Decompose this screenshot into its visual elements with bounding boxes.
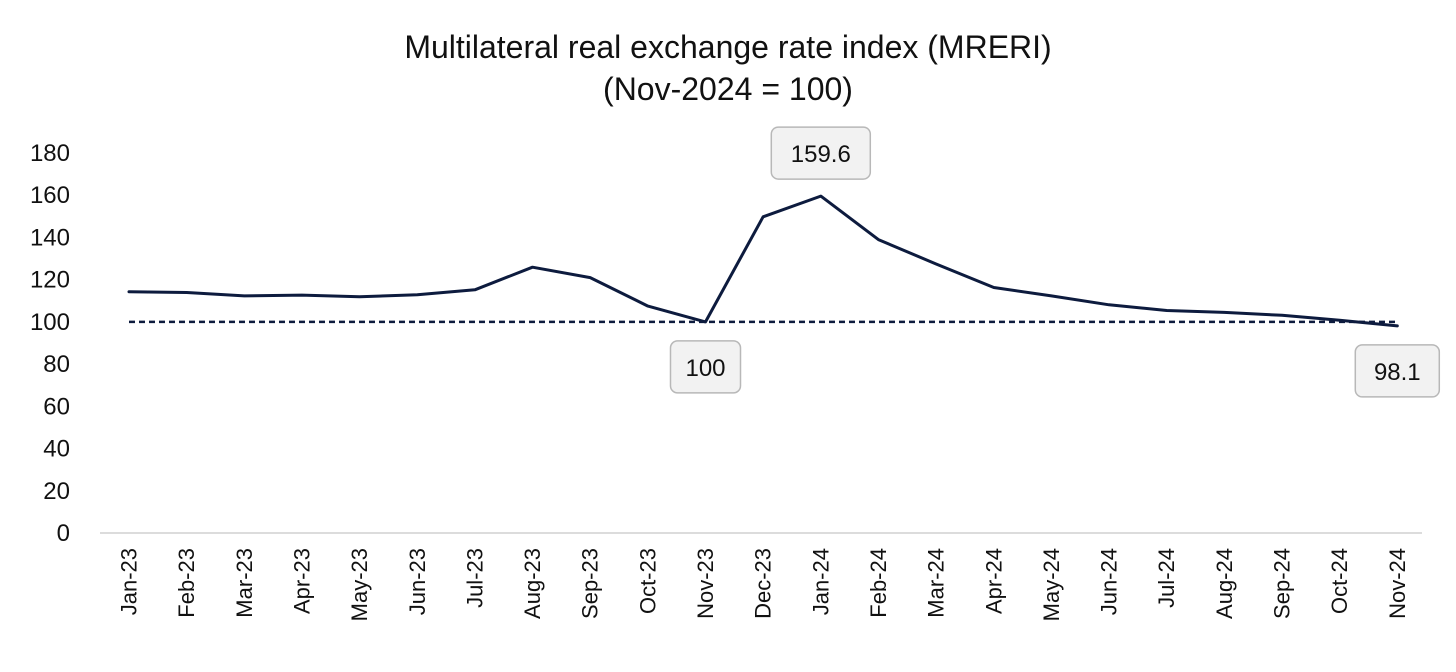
data-point	[1280, 313, 1284, 317]
x-tick-label: May-24	[1039, 548, 1064, 621]
x-tick-label: Jun-23	[405, 548, 430, 615]
x-tick-label: Feb-24	[866, 548, 891, 618]
y-tick-label: 80	[43, 351, 70, 378]
y-tick-label: 40	[43, 436, 70, 463]
x-tick-label: Oct-24	[1327, 548, 1352, 614]
y-tick-label: 60	[43, 393, 70, 420]
data-point	[761, 215, 765, 219]
y-axis-ticks: 0 20 40 60 80 100 120 140 160 180	[30, 140, 70, 547]
x-tick-label: Sep-23	[578, 548, 603, 619]
data-point	[1165, 308, 1169, 312]
y-tick-label: 120	[30, 267, 70, 294]
x-tick-label: Feb-23	[174, 548, 199, 618]
x-tick-label: Sep-24	[1270, 548, 1295, 619]
x-tick-label: Nov-24	[1385, 548, 1410, 619]
y-tick-label: 100	[30, 309, 70, 336]
data-label-box	[1354, 344, 1441, 398]
data-point	[588, 276, 592, 280]
data-label: 98.1	[1354, 344, 1441, 398]
data-point	[531, 265, 535, 269]
chart-subtitle: (Nov-2024 = 100)	[603, 71, 853, 107]
x-tick-label: Mar-24	[924, 548, 949, 618]
data-point	[358, 295, 362, 299]
data-point	[1395, 324, 1399, 328]
data-point	[934, 262, 938, 266]
x-tick-label: Mar-23	[232, 548, 257, 618]
data-point	[415, 293, 419, 297]
data-label-text: 100	[685, 355, 725, 382]
data-point	[1222, 310, 1226, 314]
data-point	[1107, 303, 1111, 307]
data-point	[1338, 318, 1342, 322]
data-label: 159.6	[770, 126, 872, 180]
data-point	[704, 320, 708, 324]
y-tick-label: 160	[30, 182, 70, 209]
data-label: 100	[669, 340, 742, 394]
x-tick-label: Jan-24	[808, 548, 833, 615]
y-tick-label: 0	[57, 520, 70, 547]
x-tick-label: Apr-23	[289, 548, 314, 614]
data-point	[300, 293, 304, 297]
series-line	[127, 194, 1399, 328]
data-point	[646, 304, 650, 308]
y-tick-label: 180	[30, 140, 70, 167]
data-label-box	[669, 340, 742, 394]
x-tick-label: Jul-23	[462, 548, 487, 608]
chart-title-block: Multilateral real exchange rate index (M…	[0, 26, 1456, 110]
x-tick-label: Aug-24	[1212, 548, 1237, 619]
x-tick-label: Aug-23	[520, 548, 545, 619]
data-point	[819, 194, 823, 198]
data-point	[473, 288, 477, 292]
chart-title: Multilateral real exchange rate index (M…	[404, 29, 1052, 65]
data-point	[876, 238, 880, 242]
x-tick-label: Jun-24	[1097, 548, 1122, 615]
y-tick-label: 140	[30, 224, 70, 251]
x-tick-label: Jan-23	[117, 548, 142, 615]
x-tick-label: Oct-23	[635, 548, 660, 614]
data-point	[242, 294, 246, 298]
x-tick-label: May-23	[347, 548, 372, 621]
data-point	[127, 290, 131, 294]
data-point	[1049, 294, 1053, 298]
data-labels: 159.6 100 98.1	[669, 126, 1441, 398]
data-points	[127, 194, 1399, 328]
data-point	[992, 285, 996, 289]
x-axis-ticks: Jan-23 Feb-23 Mar-23 Apr-23 May-23 Jun-23 Jul-…	[117, 548, 1410, 621]
data-label-text: 159.6	[791, 141, 851, 168]
y-tick-label: 20	[43, 478, 70, 505]
data-label-box	[770, 126, 872, 180]
data-point	[185, 291, 189, 295]
x-tick-label: Nov-23	[693, 548, 718, 619]
x-tick-label: Dec-23	[751, 548, 776, 619]
x-tick-label: Apr-24	[981, 548, 1006, 614]
x-tick-label: Jul-24	[1154, 548, 1179, 608]
data-label-text: 98.1	[1374, 359, 1421, 386]
